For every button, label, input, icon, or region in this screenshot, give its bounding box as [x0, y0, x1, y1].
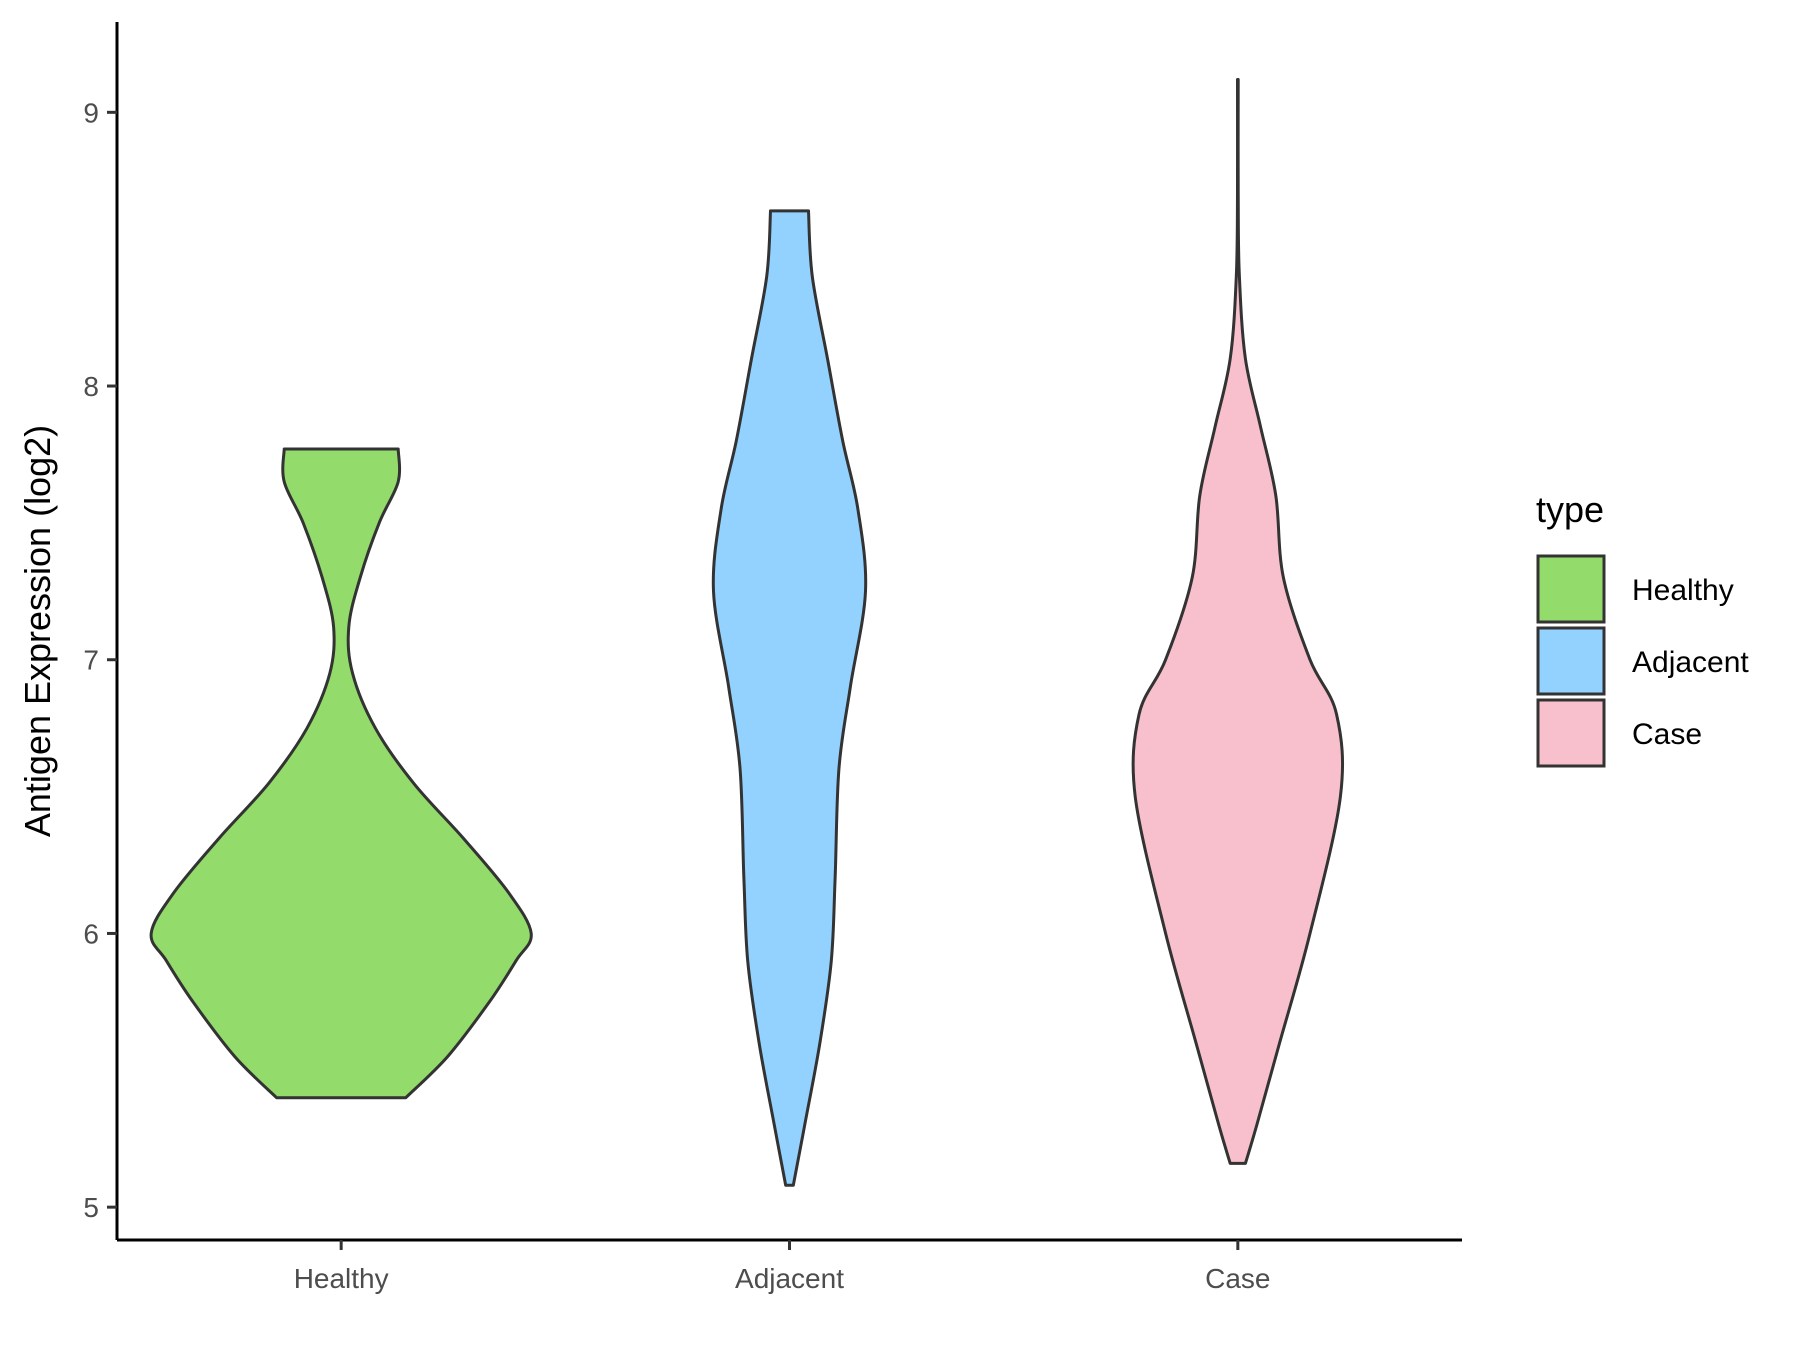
y-tick-label: 8 [83, 371, 99, 402]
legend-label-healthy: Healthy [1632, 574, 1734, 607]
x-tick-label: Healthy [294, 1263, 389, 1294]
violin-case [1131, 78, 1345, 1165]
violin-healthy [149, 447, 533, 1100]
legend-swatch-healthy [1536, 554, 1606, 624]
legend-swatch-adjacent [1536, 626, 1606, 696]
violin-layer [149, 78, 1345, 1187]
y-axis-title: Antigen Expression (log2) [17, 425, 58, 837]
x-axis: Healthy Adjacent Case [117, 1238, 1462, 1294]
y-tick-label: 7 [83, 645, 99, 676]
violin-adjacent [711, 209, 868, 1187]
y-tick-label: 6 [83, 918, 99, 949]
legend-label-case: Case [1632, 718, 1702, 751]
y-tick-label: 5 [83, 1192, 99, 1223]
y-tick-label: 9 [83, 97, 99, 128]
x-tick-label: Case [1205, 1263, 1270, 1294]
y-axis: 5 6 7 8 9 [83, 22, 119, 1240]
legend-swatch-case [1536, 698, 1606, 768]
legend: type Healthy Adjacent Case [1536, 489, 1749, 768]
legend-label-adjacent: Adjacent [1632, 646, 1749, 679]
x-tick-label: Adjacent [735, 1263, 844, 1294]
legend-title: type [1536, 489, 1604, 530]
